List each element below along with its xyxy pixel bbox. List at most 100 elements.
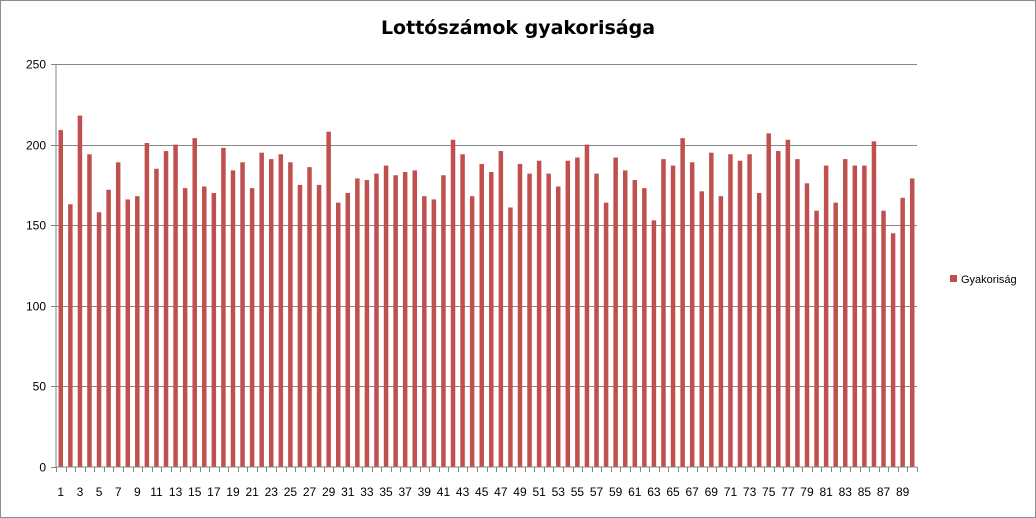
legend: Gyakoriság bbox=[950, 274, 1017, 286]
bar-66 bbox=[680, 138, 685, 467]
x-tick-label: 5 bbox=[96, 485, 103, 499]
x-tick-label: 83 bbox=[839, 485, 853, 499]
legend-label: Gyakoriság bbox=[961, 274, 1017, 286]
bar-56 bbox=[584, 144, 590, 467]
x-tick-label: 43 bbox=[456, 485, 470, 499]
bar-17 bbox=[211, 192, 217, 467]
bar-6 bbox=[106, 189, 111, 468]
x-tick-label: 1 bbox=[57, 485, 64, 499]
bar-22 bbox=[259, 152, 264, 467]
bar-70 bbox=[718, 196, 724, 467]
bar-23 bbox=[269, 159, 274, 468]
bar-39 bbox=[422, 196, 427, 467]
bar-57 bbox=[594, 173, 599, 467]
y-tick-label: 250 bbox=[26, 58, 46, 72]
x-tick-label: 39 bbox=[418, 485, 432, 499]
x-tick-label: 49 bbox=[513, 485, 527, 499]
bar-79 bbox=[804, 183, 810, 468]
bar-16 bbox=[202, 186, 207, 467]
x-tick-label: 61 bbox=[628, 485, 642, 499]
bar-37 bbox=[402, 172, 408, 467]
bar-35 bbox=[383, 165, 389, 467]
bar-12 bbox=[163, 151, 169, 468]
bar-71 bbox=[728, 154, 733, 467]
x-tick-label: 9 bbox=[134, 485, 141, 499]
x-tick-label: 21 bbox=[245, 485, 259, 499]
bar-69 bbox=[709, 152, 714, 467]
bar-28 bbox=[316, 184, 322, 467]
bar-38 bbox=[412, 170, 417, 467]
bar-53 bbox=[556, 186, 561, 467]
x-tick-label: 41 bbox=[437, 485, 451, 499]
bar-40 bbox=[431, 199, 437, 467]
bar-50 bbox=[527, 173, 532, 467]
x-tick-label: 85 bbox=[858, 485, 872, 499]
x-tick-label: 55 bbox=[571, 485, 585, 499]
bar-8 bbox=[125, 199, 130, 467]
legend-swatch bbox=[950, 275, 957, 282]
x-tick-label: 63 bbox=[647, 485, 661, 499]
x-axis-ticks: 1 3 5 7 9 11 13 15 17 19 21 23 25 27 29 31 33 35 37 39 41 43 4… bbox=[56, 467, 918, 499]
bar-58 bbox=[603, 202, 609, 467]
gridlines bbox=[56, 64, 917, 387]
bar-11 bbox=[154, 168, 159, 467]
bar-25 bbox=[288, 162, 293, 467]
bar-64 bbox=[661, 159, 666, 468]
x-tick-label: 79 bbox=[800, 485, 814, 499]
bar-55 bbox=[575, 157, 580, 467]
x-tick-label: 15 bbox=[188, 485, 202, 499]
x-tick-label: 75 bbox=[762, 485, 776, 499]
x-tick-label: 17 bbox=[207, 485, 221, 499]
bar-9 bbox=[135, 196, 140, 467]
bar-82 bbox=[833, 202, 838, 467]
bar-85 bbox=[862, 165, 867, 467]
bar-19 bbox=[230, 170, 236, 467]
x-tick-label: 89 bbox=[896, 485, 910, 499]
x-tick-label: 27 bbox=[303, 485, 317, 499]
bar-77 bbox=[785, 139, 791, 467]
bar-60 bbox=[622, 170, 628, 467]
x-tick-label: 59 bbox=[609, 485, 623, 499]
bar-73 bbox=[747, 154, 752, 467]
bar-86 bbox=[871, 141, 877, 467]
bar-84 bbox=[852, 165, 858, 467]
bar-10 bbox=[144, 142, 150, 468]
y-axis-ticks: 0 50 100 150 200 250 bbox=[26, 58, 56, 475]
x-tick-label: 51 bbox=[532, 485, 546, 499]
x-tick-label: 81 bbox=[819, 485, 833, 499]
bar-18 bbox=[221, 147, 226, 467]
bar-76 bbox=[776, 151, 781, 468]
bar-46 bbox=[489, 172, 494, 467]
bar-5 bbox=[96, 212, 102, 467]
bar-63 bbox=[651, 220, 657, 467]
bars bbox=[58, 115, 915, 468]
bar-42 bbox=[450, 139, 456, 467]
bar-34 bbox=[374, 173, 379, 467]
bar-49 bbox=[517, 163, 523, 467]
bar-20 bbox=[240, 162, 245, 467]
bar-1 bbox=[58, 130, 64, 467]
y-tick-label: 200 bbox=[26, 139, 46, 153]
bar-75 bbox=[766, 133, 771, 467]
bar-33 bbox=[364, 180, 370, 467]
x-tick-label: 67 bbox=[686, 485, 700, 499]
x-tick-label: 87 bbox=[877, 485, 891, 499]
bar-15 bbox=[192, 138, 197, 467]
x-tick-label: 35 bbox=[379, 485, 393, 499]
x-tick-label: 73 bbox=[743, 485, 757, 499]
bar-52 bbox=[546, 173, 551, 467]
bar-7 bbox=[115, 162, 121, 467]
bar-21 bbox=[249, 188, 255, 467]
bar-43 bbox=[460, 154, 465, 467]
x-tick-label: 71 bbox=[724, 485, 738, 499]
x-tick-label: 13 bbox=[169, 485, 183, 499]
bar-2 bbox=[68, 204, 73, 468]
bar-51 bbox=[536, 160, 542, 467]
bar-87 bbox=[881, 210, 886, 467]
bar-88 bbox=[890, 233, 896, 467]
x-tick-label: 25 bbox=[284, 485, 298, 499]
bar-27 bbox=[307, 167, 312, 468]
bar-45 bbox=[479, 163, 484, 467]
x-tick-label: 69 bbox=[705, 485, 719, 499]
